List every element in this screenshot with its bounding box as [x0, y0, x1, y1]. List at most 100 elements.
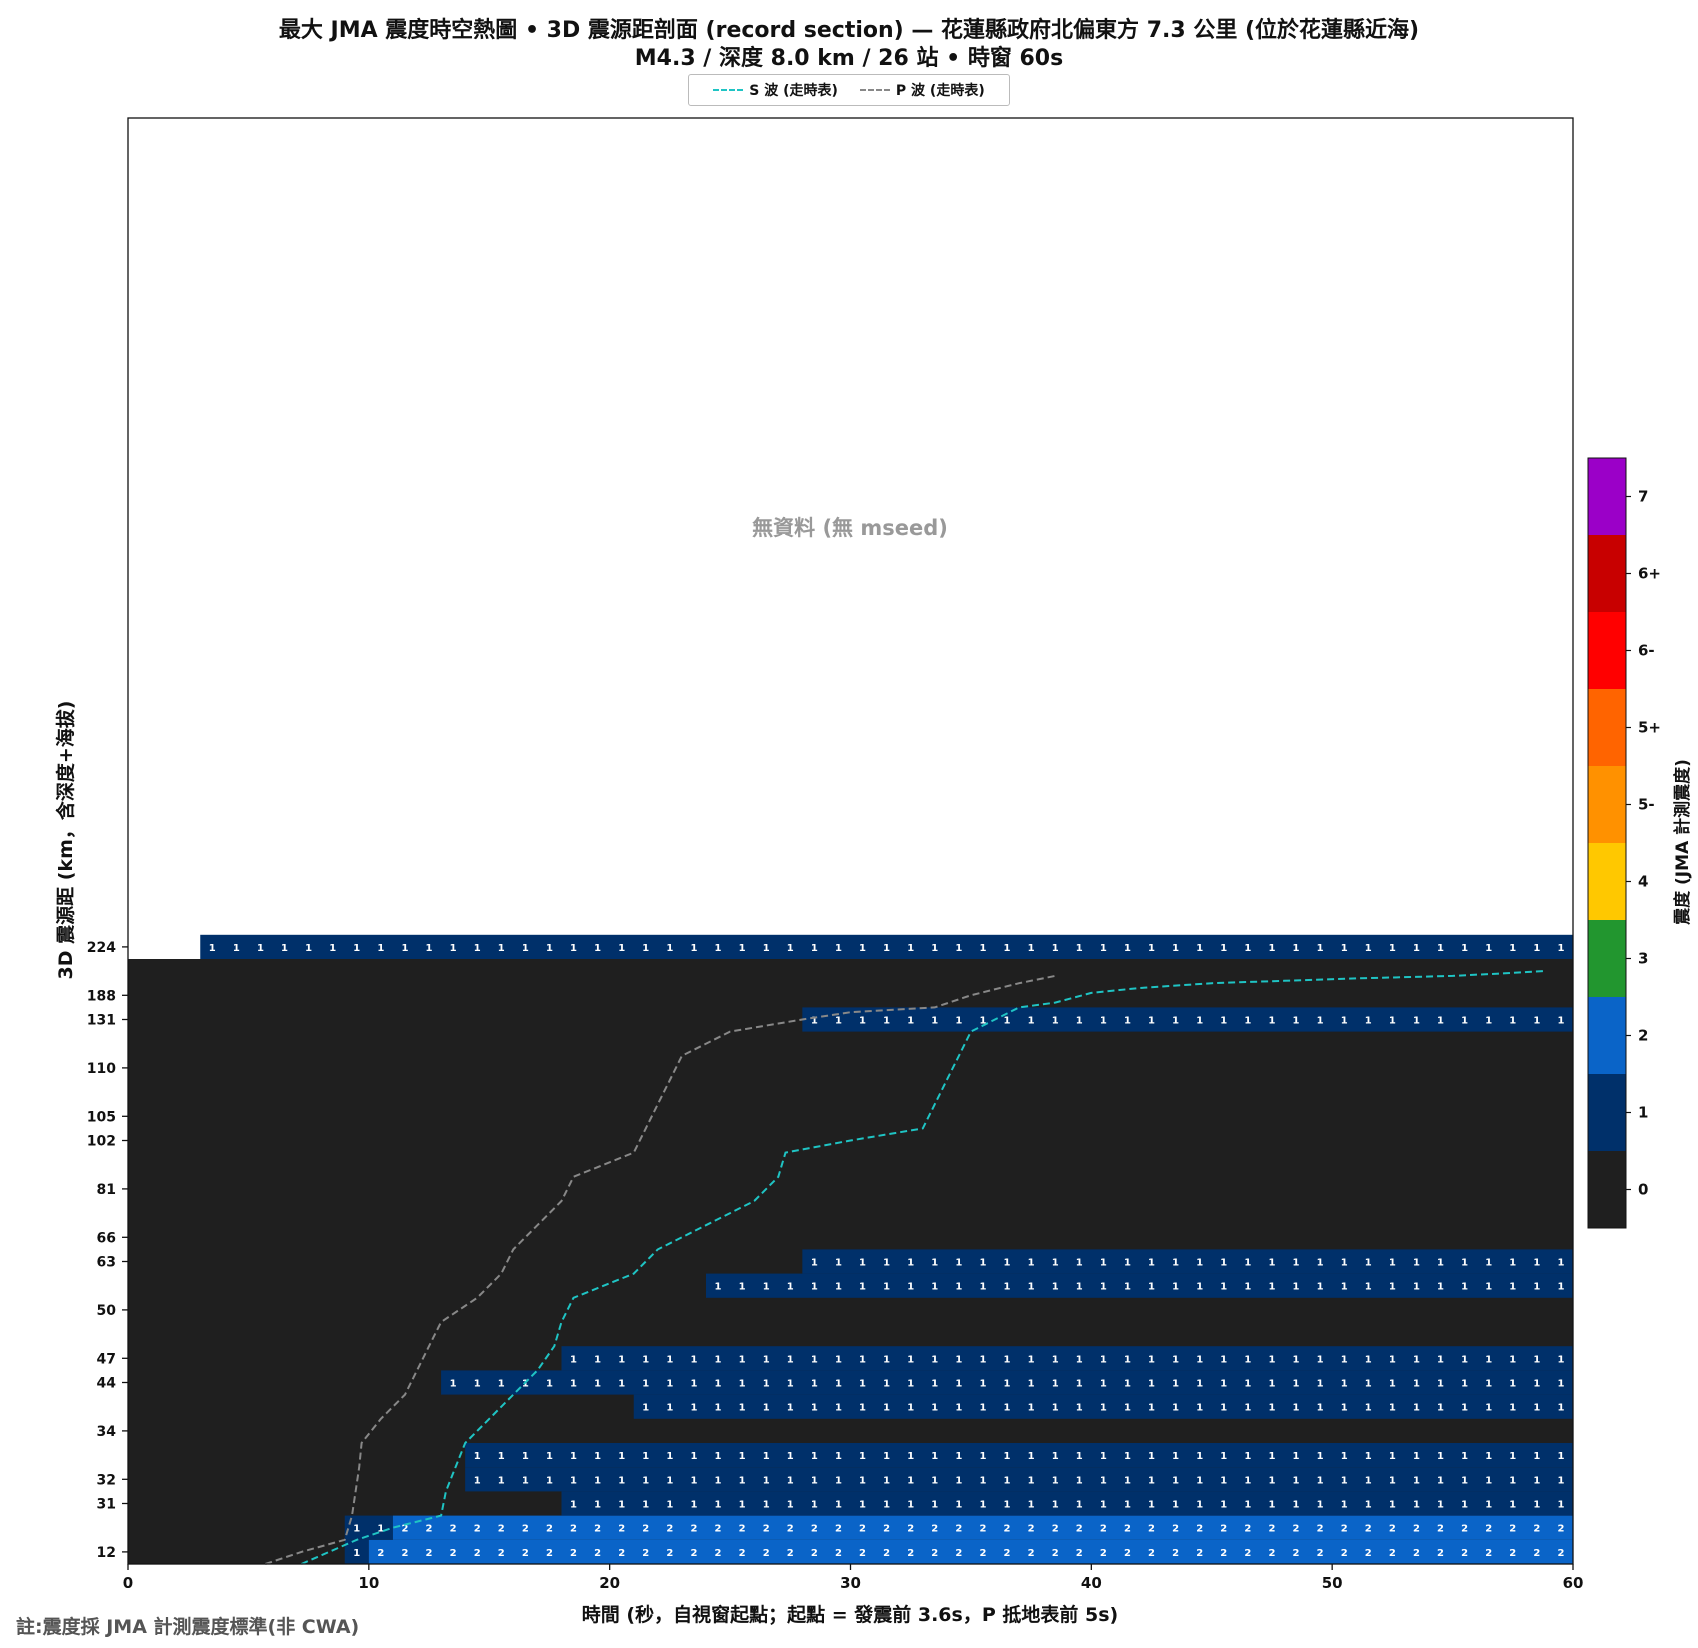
heatmap-cell-label: 2 — [715, 1548, 722, 1559]
heatmap-cell-label: 1 — [979, 1354, 986, 1365]
heatmap-cell-label: 1 — [811, 1403, 818, 1414]
heatmap-cell-label: 1 — [1317, 1258, 1324, 1269]
heatmap-cell-label: 1 — [1148, 1500, 1155, 1511]
heatmap-cell-label: 1 — [859, 1258, 866, 1269]
heatmap-cell-label: 1 — [1268, 1282, 1275, 1293]
heatmap-cell-label: 1 — [1485, 1016, 1492, 1027]
heatmap-cell-label: 1 — [1148, 1282, 1155, 1293]
heatmap-cell-label: 1 — [1557, 1016, 1564, 1027]
heatmap-cell-label: 2 — [907, 1548, 914, 1559]
heatmap-cell-label: 1 — [450, 943, 457, 954]
heatmap-cell-label: 1 — [787, 1475, 794, 1486]
heatmap-cell-label: 1 — [257, 943, 264, 954]
heatmap-cell-label: 1 — [931, 1500, 938, 1511]
heatmap-cell-label: 1 — [907, 1016, 914, 1027]
heatmap-cell-label: 1 — [570, 1451, 577, 1462]
heatmap-cell-label: 1 — [1293, 1451, 1300, 1462]
heatmap-cell-label: 1 — [1076, 1500, 1083, 1511]
heatmap-cell-label: 1 — [1341, 1379, 1348, 1390]
heatmap-cell-label: 1 — [1533, 1500, 1540, 1511]
heatmap-cell-label: 1 — [1052, 1403, 1059, 1414]
heatmap-cell-label: 1 — [715, 943, 722, 954]
heatmap-cell-band — [465, 1467, 1574, 1492]
heatmap-cell-label: 1 — [1485, 1403, 1492, 1414]
heatmap-cell-label: 1 — [1220, 1451, 1227, 1462]
x-tick-label: 10 — [358, 1574, 379, 1592]
heatmap-cell-label: 1 — [690, 943, 697, 954]
heatmap-cell-band — [368, 1539, 1573, 1564]
heatmap-cell-label: 2 — [1557, 1548, 1564, 1559]
heatmap-cell-label: 1 — [787, 1354, 794, 1365]
heatmap-cell-label: 1 — [1028, 1475, 1035, 1486]
heatmap-cell-label: 1 — [1437, 1354, 1444, 1365]
heatmap-cell-label: 1 — [1052, 943, 1059, 954]
heatmap-cell-label: 2 — [763, 1548, 770, 1559]
heatmap-cell-label: 1 — [1244, 943, 1251, 954]
heatmap-cell-label: 1 — [1365, 1475, 1372, 1486]
heatmap-cell-label: 1 — [690, 1379, 697, 1390]
heatmap-cell-label: 2 — [1437, 1548, 1444, 1559]
heatmap-cell-label: 1 — [594, 1475, 601, 1486]
heatmap-cell-label: 1 — [1076, 1258, 1083, 1269]
heatmap-cell-label: 1 — [570, 943, 577, 954]
heatmap-cell-label: 1 — [1172, 1451, 1179, 1462]
heatmap-cell-label: 1 — [811, 1500, 818, 1511]
heatmap-cell-label: 2 — [787, 1524, 794, 1535]
heatmap-cell-label: 1 — [1244, 1379, 1251, 1390]
heatmap-cell-label: 1 — [1124, 1282, 1131, 1293]
heatmap-cell-label: 1 — [1268, 1451, 1275, 1462]
heatmap-cell-label: 1 — [907, 1500, 914, 1511]
heatmap-cell-label: 1 — [690, 1451, 697, 1462]
heatmap-cell-label: 1 — [1268, 1258, 1275, 1269]
heatmap-cell-label: 1 — [811, 1379, 818, 1390]
heatmap-cell-label: 1 — [811, 1282, 818, 1293]
heatmap-cell-label: 2 — [1100, 1524, 1107, 1535]
heatmap-cell-band — [633, 1394, 1573, 1419]
heatmap-cell-label: 1 — [1533, 1475, 1540, 1486]
heatmap-cell-label: 1 — [1365, 1379, 1372, 1390]
y-tick-label: 32 — [97, 1472, 116, 1488]
heatmap-cell-label: 1 — [1124, 1379, 1131, 1390]
heatmap-cell-label: 1 — [1293, 1403, 1300, 1414]
heatmap-cell-label: 1 — [1028, 1379, 1035, 1390]
heatmap-cell-label: 2 — [1052, 1548, 1059, 1559]
heatmap-cell-label: 1 — [1293, 943, 1300, 954]
heatmap-cell-label: 1 — [1437, 1016, 1444, 1027]
heatmap-cell-label: 1 — [835, 1258, 842, 1269]
heatmap-cell-label: 1 — [1220, 1016, 1227, 1027]
heatmap-cell-label: 1 — [811, 1258, 818, 1269]
heatmap-cell-label: 1 — [1172, 1403, 1179, 1414]
heatmap-cell-label: 1 — [1317, 1451, 1324, 1462]
x-tick-label: 60 — [1563, 1574, 1584, 1592]
colorbar-tick-label: 2 — [1638, 1027, 1648, 1045]
heatmap-cell-label: 1 — [859, 1500, 866, 1511]
heatmap-cell-label: 2 — [1365, 1524, 1372, 1535]
heatmap-cell-label: 1 — [907, 1403, 914, 1414]
heatmap-cell-label: 1 — [1317, 1500, 1324, 1511]
heatmap-cell-label: 1 — [1437, 1403, 1444, 1414]
heatmap-cell-label: 1 — [1148, 1258, 1155, 1269]
heatmap-cell-label: 2 — [401, 1524, 408, 1535]
heatmap-cell-label: 1 — [642, 1379, 649, 1390]
heatmap-cell-label: 1 — [1557, 1475, 1564, 1486]
colorbar-label: 震度 (JMA 計測震度) — [1672, 759, 1693, 926]
heatmap-cell-label: 1 — [1148, 1451, 1155, 1462]
heatmap-cell-label: 1 — [1268, 943, 1275, 954]
heatmap-cell-label: 1 — [1196, 1500, 1203, 1511]
heatmap-cell-label: 1 — [907, 1451, 914, 1462]
heatmap-cell-label: 1 — [1389, 1354, 1396, 1365]
heatmap-cell-label: 1 — [1100, 1475, 1107, 1486]
heatmap-cell-label: 2 — [1341, 1548, 1348, 1559]
heatmap-cell-label: 1 — [426, 943, 433, 954]
heatmap-cell-label: 2 — [618, 1548, 625, 1559]
heatmap-cell-label: 2 — [931, 1548, 938, 1559]
heatmap-cell-label: 1 — [955, 1354, 962, 1365]
heatmap-cell-label: 1 — [1172, 1475, 1179, 1486]
heatmap-cell-label: 1 — [642, 1354, 649, 1365]
heatmap-cell-label: 2 — [1557, 1524, 1564, 1535]
y-tick-label: 105 — [87, 1109, 116, 1125]
heatmap-cell-label: 1 — [1196, 1258, 1203, 1269]
y-tick-label: 66 — [97, 1230, 116, 1246]
heatmap-cell-label: 1 — [1076, 1475, 1083, 1486]
heatmap-cell-label: 2 — [1172, 1548, 1179, 1559]
